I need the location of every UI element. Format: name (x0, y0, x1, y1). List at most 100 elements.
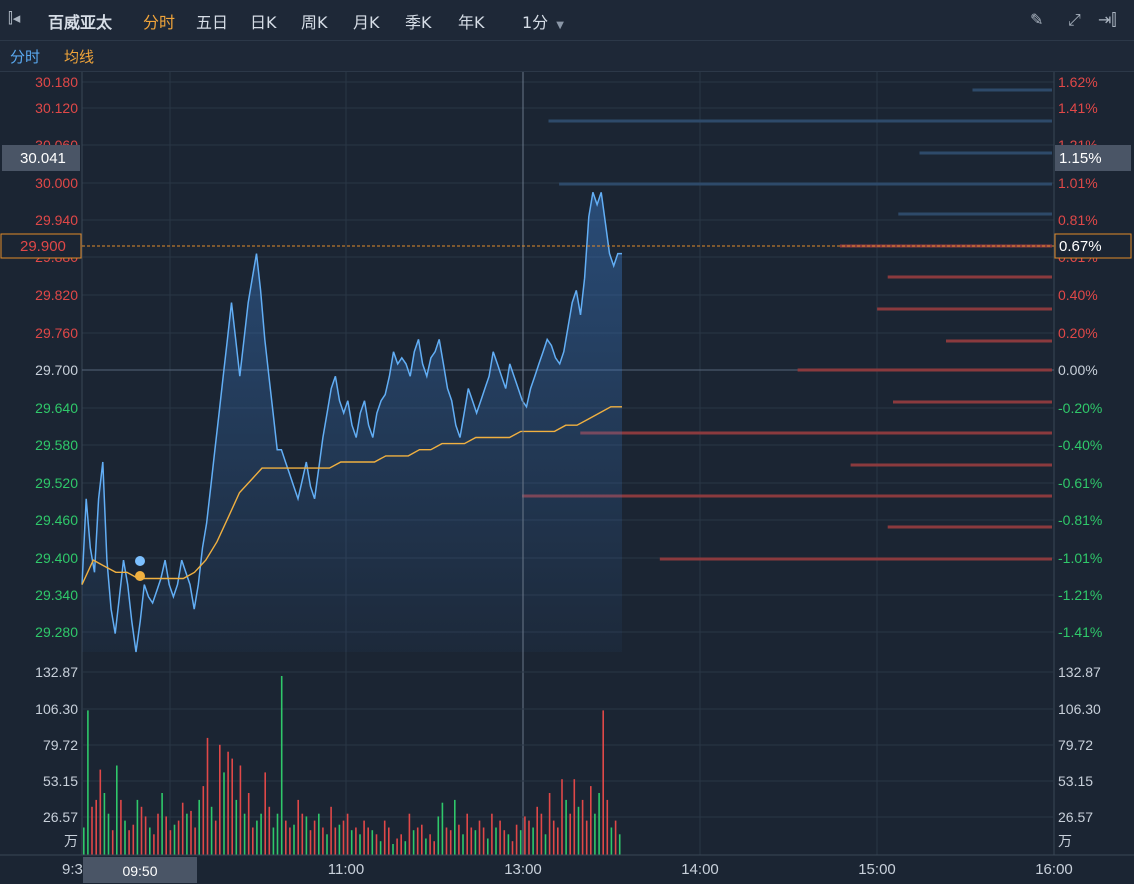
volume-bar (383, 820, 386, 855)
time-tick-label: 16:00 (1035, 861, 1073, 878)
volume-bar (206, 737, 209, 855)
price-tick-label: 30.000 (35, 175, 78, 191)
time-tick-label: 15:00 (858, 861, 896, 878)
volume-bar (210, 806, 213, 855)
volume-bar (487, 838, 489, 855)
pct-tick-label: -0.20% (1058, 400, 1102, 416)
volume-bar (536, 806, 538, 855)
volume-bar (614, 820, 617, 855)
volume-bar (507, 834, 510, 855)
price-tick-label: 29.520 (35, 475, 78, 491)
volume-bar (429, 834, 431, 855)
volume-bar (181, 802, 184, 855)
volume-bar (548, 793, 551, 855)
volume-tick-label-right: 106.30 (1058, 701, 1101, 717)
tab-yearly-k[interactable]: 年K (458, 13, 485, 32)
volume-bar (367, 827, 369, 855)
tab-weekly-k[interactable]: 周K (301, 13, 328, 32)
volume-bar (219, 744, 221, 855)
volume-bar (87, 710, 89, 855)
volume-bar (276, 813, 279, 855)
pct-tick-label: 0.00% (1058, 362, 1098, 378)
chart-toolbar: ⫿◂ 百威亚太 分时 五日 日K 周K 月K 季K 年K 1分 ▼ ✎ ⤢ ⇥⫿ (0, 0, 1134, 41)
volume-bar (585, 820, 588, 855)
volume-bar (462, 834, 464, 855)
sidebar-toggle-icon[interactable]: ⫿◂ (8, 9, 21, 27)
volume-bar (334, 827, 337, 855)
collapse-icon[interactable]: ⇥⫿ (1098, 10, 1117, 29)
volume-bar (433, 841, 435, 855)
volume-bar (239, 765, 242, 855)
volume-bar (153, 834, 155, 855)
volume-bar (120, 799, 122, 855)
volume-bar (396, 838, 398, 855)
volume-bar (194, 827, 196, 855)
price-tick-label: 29.400 (35, 550, 78, 566)
order-bar (840, 244, 1052, 248)
volume-bar (318, 813, 320, 855)
volume-bar (264, 772, 266, 855)
volume-bar (289, 827, 291, 855)
tab-five-day[interactable]: 五日 (196, 13, 229, 32)
pct-tick-label: 1.41% (1058, 100, 1098, 116)
volume-bar (528, 820, 530, 855)
order-bar (893, 400, 1052, 404)
order-bar (898, 212, 1052, 216)
volume-bar (111, 830, 114, 855)
volume-bar (503, 830, 506, 855)
pct-tick-label: 1.62% (1058, 74, 1098, 90)
volume-bar (379, 841, 382, 855)
price-tick-label: 29.940 (35, 212, 78, 228)
volume-bar (552, 820, 555, 855)
indicator-average[interactable]: 均线 (64, 48, 95, 66)
volume-bar (441, 802, 444, 855)
volume-bar (91, 806, 93, 855)
interval-label: 1分 (522, 13, 549, 32)
indicator-intraday[interactable]: 分时 (10, 48, 41, 66)
volume-bar (363, 820, 365, 855)
price-tick-label: 29.580 (35, 437, 78, 453)
volume-bar (359, 834, 361, 855)
order-bar (559, 182, 1052, 186)
volume-bar (149, 827, 151, 855)
volume-bar (482, 827, 485, 855)
volume-bar (532, 827, 534, 855)
price-marker (135, 556, 145, 566)
interval-select[interactable]: 1分 ▼ (522, 9, 564, 33)
volume-bar (83, 827, 85, 855)
volume-bar (350, 830, 353, 855)
fullscreen-icon[interactable]: ⤢ (1068, 10, 1081, 29)
avg-marker (135, 571, 145, 581)
volume-bar (272, 827, 275, 855)
volume-bar (375, 834, 378, 855)
volume-bar (511, 841, 514, 855)
volume-bar (305, 816, 308, 855)
volume-tick-label: 106.30 (35, 701, 78, 717)
order-bar (580, 431, 1052, 435)
volume-bar (202, 786, 205, 855)
time-tick-label: 14:00 (681, 861, 719, 878)
tab-quarterly-k[interactable]: 季K (405, 13, 432, 32)
tab-intraday[interactable]: 分时 (143, 13, 176, 32)
tab-monthly-k[interactable]: 月K (353, 13, 380, 32)
volume-bar (338, 824, 341, 855)
volume-bar (540, 813, 543, 855)
volume-bar (425, 838, 427, 855)
pct-tick-label: 0.81% (1058, 212, 1098, 228)
pct-tick-label: 0.40% (1058, 287, 1098, 303)
time-tick-label: 13:00 (504, 861, 542, 878)
order-bar (877, 307, 1052, 311)
price-tick-label: 29.760 (35, 325, 78, 341)
last-price-tag: 29.900 (20, 238, 66, 255)
volume-bar (165, 816, 167, 855)
volume-bar (346, 813, 349, 855)
price-tick-label: 29.280 (35, 624, 78, 640)
volume-tick-label: 79.72 (43, 737, 78, 753)
volume-bar (260, 813, 262, 855)
order-bar (797, 368, 1052, 372)
volume-bar (107, 813, 110, 855)
stock-title: 百威亚太 (48, 13, 113, 32)
tab-daily-k[interactable]: 日K (250, 13, 277, 32)
pencil-icon[interactable]: ✎ (1030, 10, 1044, 29)
